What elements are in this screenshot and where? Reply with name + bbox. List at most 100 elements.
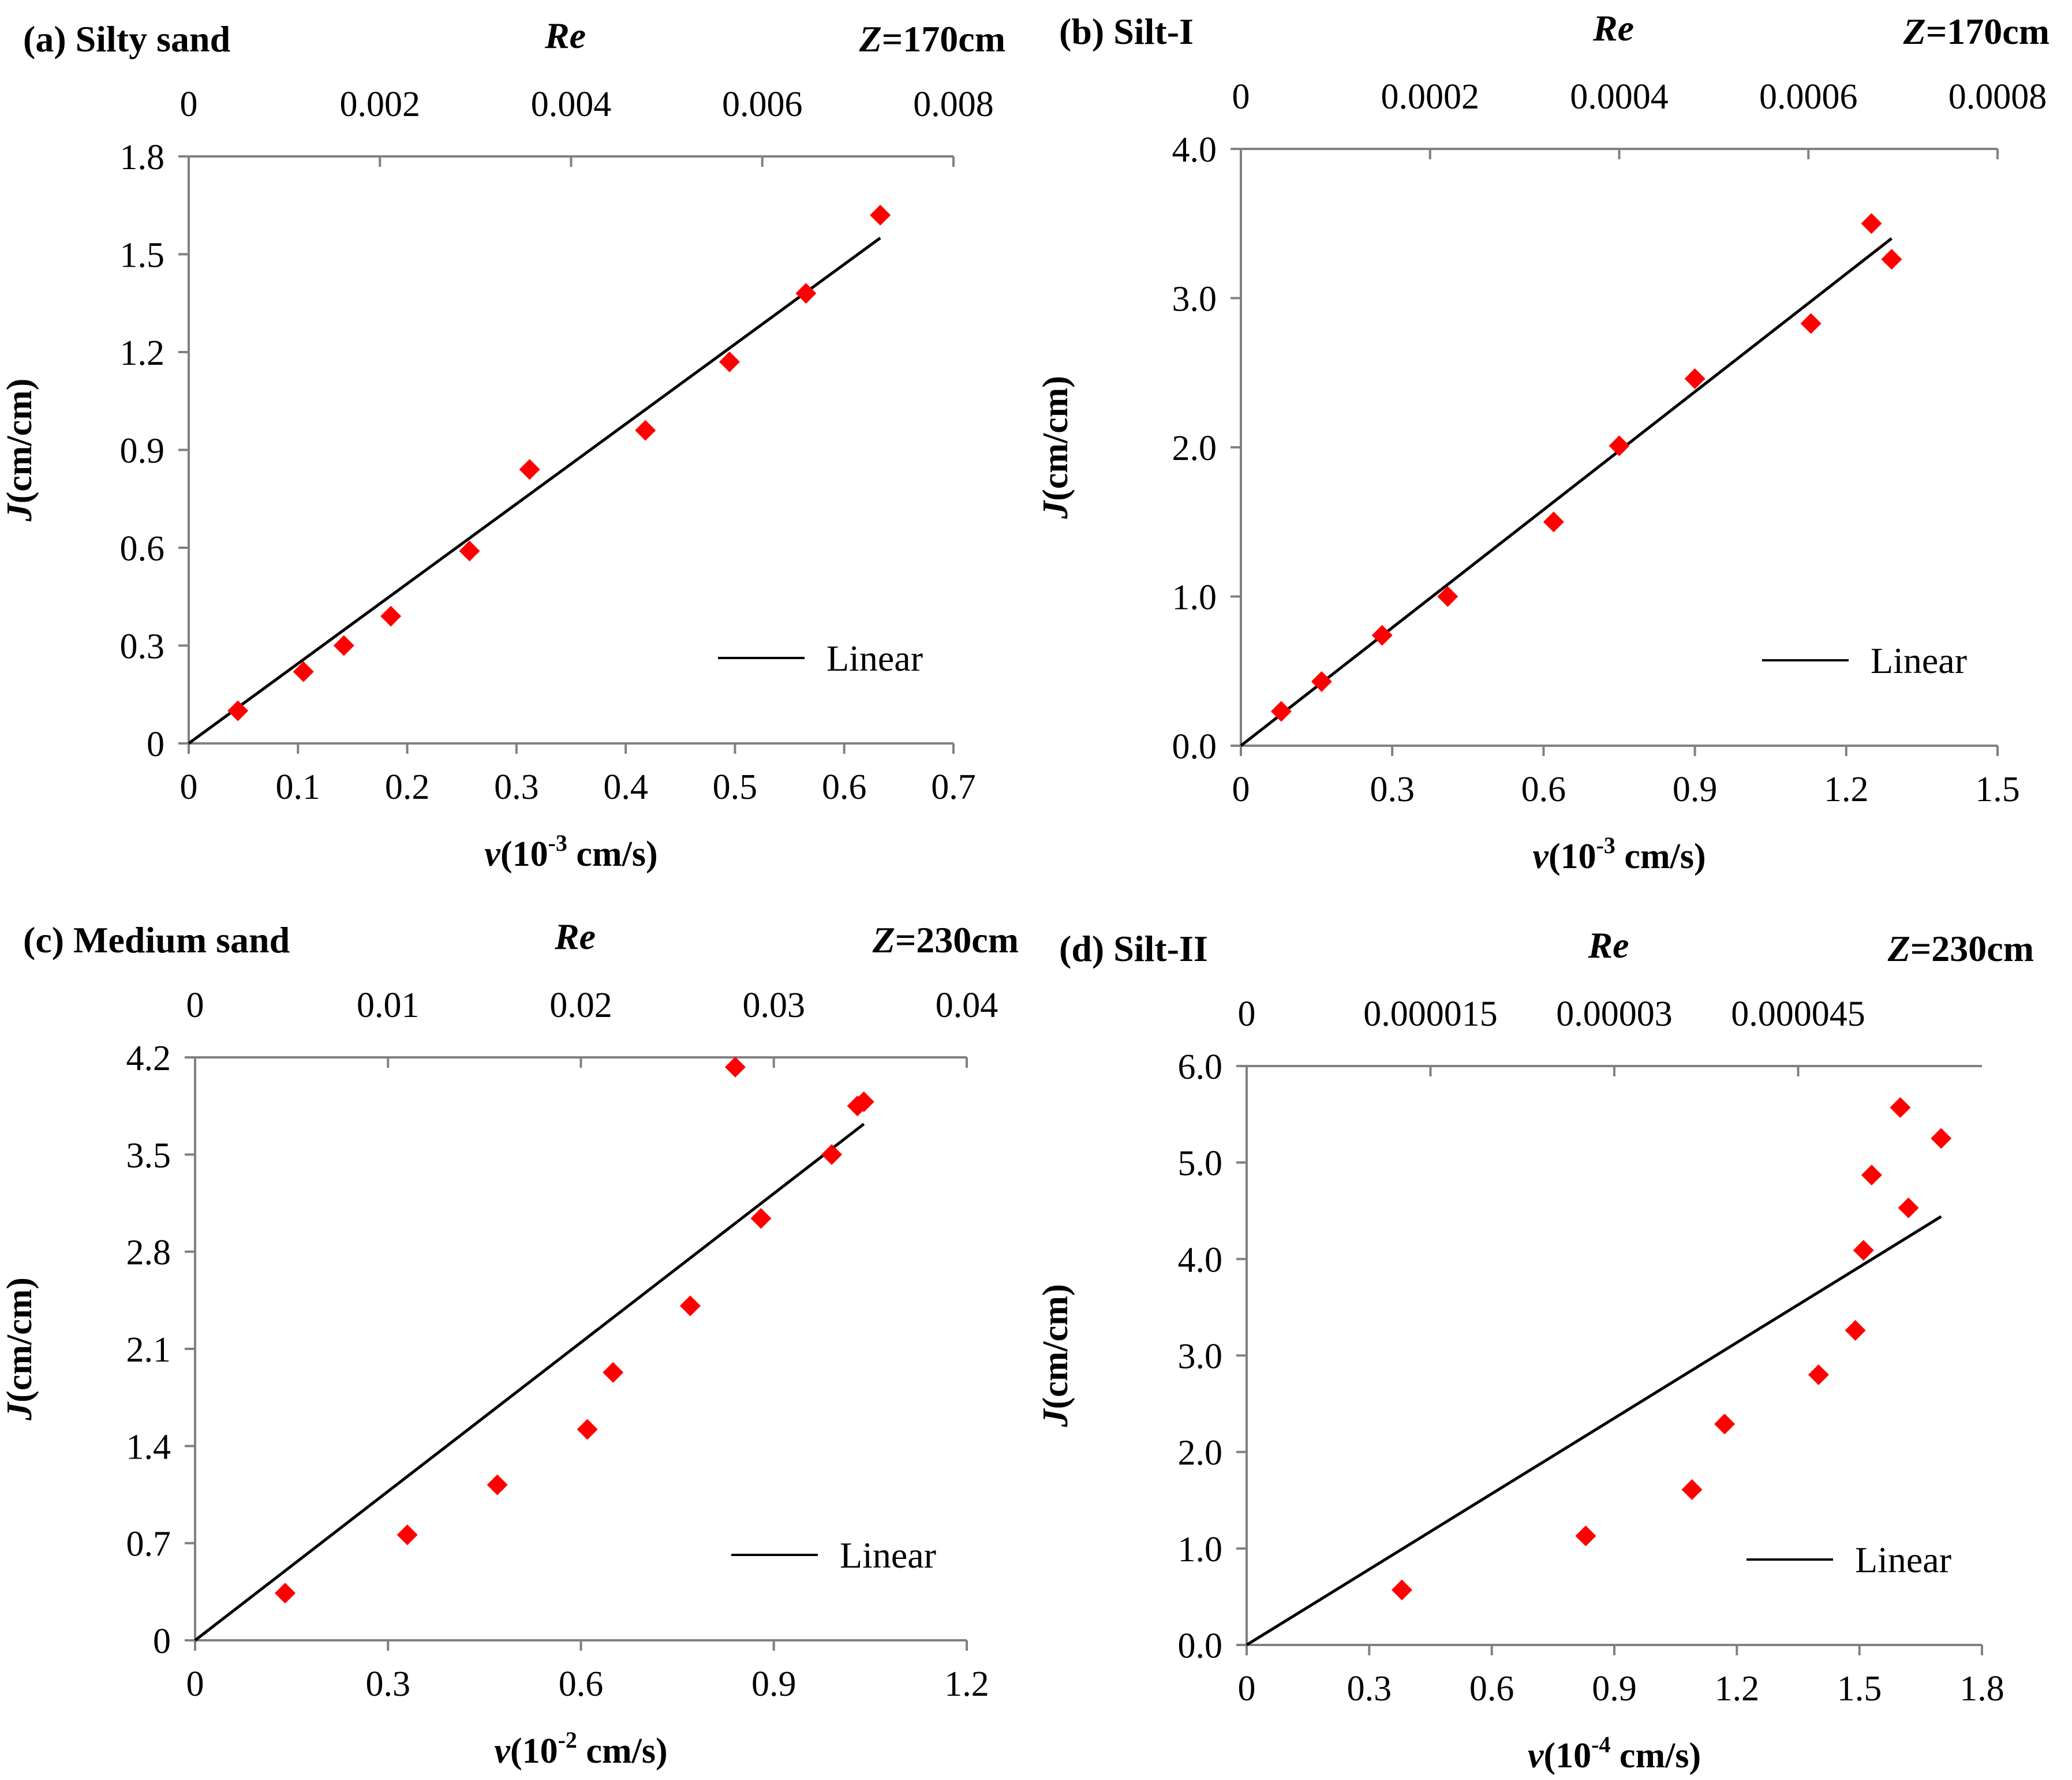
chart-silt-i: 0 0.3 0.6 0.9 1.2 1.5 0.0 1.0 2.0 3.0 4.0 0 0.0002 0.… xyxy=(1036,8,2049,876)
data-point xyxy=(1808,1364,1829,1385)
data-point xyxy=(635,420,656,441)
x-tick-label: 0.1 xyxy=(276,768,321,807)
x-label-unit: cm/s) xyxy=(567,835,658,874)
legend-label: Linear xyxy=(1871,640,1967,681)
y-tick-label: 2.1 xyxy=(126,1330,171,1370)
x-tick-label: 0.6 xyxy=(1469,1669,1514,1708)
x-tick-label: 0.5 xyxy=(713,768,758,807)
y-tick-label: 1.0 xyxy=(1172,578,1217,618)
top-tick-label: 0.01 xyxy=(357,986,420,1025)
y-tick-label: 3.0 xyxy=(1172,280,1217,319)
top-tick-label: 0 xyxy=(1232,77,1250,117)
data-point xyxy=(293,661,314,682)
y-tick-label: 0.7 xyxy=(126,1525,171,1564)
data-point xyxy=(1890,1097,1911,1118)
data-point xyxy=(1609,435,1630,457)
x-tick-label: 0.7 xyxy=(931,768,976,807)
data-point xyxy=(847,1095,868,1117)
y-tick-label: 6.0 xyxy=(1178,1048,1223,1087)
data-point xyxy=(487,1474,508,1495)
data-point xyxy=(1931,1128,1952,1149)
data-point xyxy=(1684,368,1706,390)
panel-label: (b) Silt-I xyxy=(1059,11,1194,52)
x-axis-label: v(10-4 cm/s) xyxy=(1528,1732,1701,1775)
depth-value: =230cm xyxy=(1910,928,2034,969)
depth-label: Z=230cm xyxy=(872,919,1019,960)
y-tick-label: 5.0 xyxy=(1178,1144,1223,1183)
data-point xyxy=(1714,1413,1736,1435)
x-label-rest: (10 xyxy=(500,835,548,874)
x-label-rest: (10 xyxy=(1543,1736,1591,1775)
data-point xyxy=(1898,1197,1919,1218)
y-axis-label: J(cm/cm) xyxy=(1036,1284,1075,1428)
x-tick-label: 0.4 xyxy=(603,768,648,807)
top-tick-label: 0.000045 xyxy=(1731,994,1865,1034)
x-axis-label: v(10-3 cm/s) xyxy=(1532,832,1706,876)
data-point xyxy=(724,1056,746,1078)
top-axis-title: Re xyxy=(554,916,596,957)
chart-medium-sand: 0 0.3 0.6 0.9 1.2 0 0.7 1.4 2.1 2.8 3.5 4.2 0 0.01 0.0… xyxy=(0,916,1019,1771)
top-tick-label: 0 xyxy=(1238,994,1256,1034)
x-label-unit: cm/s) xyxy=(577,1732,668,1771)
y-label-var: J xyxy=(0,1401,39,1421)
x-label-var: v xyxy=(484,835,501,874)
data-point xyxy=(1853,1240,1874,1261)
x-label-unit: cm/s) xyxy=(1615,837,1706,876)
x-tick-label: 1.2 xyxy=(1715,1669,1760,1708)
data-point xyxy=(333,635,354,656)
x-label-rest: (10 xyxy=(510,1732,558,1771)
x-label-var: v xyxy=(1528,1736,1544,1775)
data-point xyxy=(1311,671,1332,692)
data-point xyxy=(274,1583,296,1604)
y-tick-label: 1.0 xyxy=(1178,1530,1223,1569)
y-label-var: J xyxy=(1036,500,1075,519)
x-label-exponent: -3 xyxy=(1596,832,1615,858)
x-tick-label: 0.6 xyxy=(559,1665,604,1704)
data-point xyxy=(719,351,740,372)
legend-label: Linear xyxy=(826,638,923,679)
depth-var: Z xyxy=(1903,11,1926,52)
x-tick-label: 1.2 xyxy=(944,1665,989,1704)
x-tick-label: 0.6 xyxy=(1521,770,1566,809)
x-axis-label: v(10-3 cm/s) xyxy=(484,830,657,874)
data-point xyxy=(1861,1164,1882,1186)
data-point xyxy=(519,459,540,480)
x-tick-label: 0.9 xyxy=(1592,1669,1637,1708)
top-tick-label: 0.04 xyxy=(936,986,998,1025)
data-point xyxy=(1437,586,1458,607)
depth-label: Z=170cm xyxy=(1903,11,2049,52)
top-tick-label: 0.008 xyxy=(913,85,994,124)
y-tick-label: 1.5 xyxy=(120,236,165,275)
depth-var: Z xyxy=(872,919,895,960)
top-tick-label: 0 xyxy=(180,85,198,124)
chart-silt-ii: 0 0.3 0.6 0.9 1.2 1.5 1.8 0.0 1.0 2.0 3.0 4.0 5.0 6.0… xyxy=(1036,925,2034,1775)
data-point xyxy=(459,540,480,562)
top-tick-label: 0.0004 xyxy=(1570,77,1669,117)
depth-var: Z xyxy=(1887,928,1910,969)
legend-label: Linear xyxy=(1855,1539,1951,1580)
y-tick-label: 1.8 xyxy=(120,138,165,177)
x-tick-label: 0.6 xyxy=(822,768,867,807)
y-tick-label: 4.0 xyxy=(1178,1240,1223,1280)
y-axis-label: J(cm/cm) xyxy=(0,1277,39,1421)
x-label-exponent: -2 xyxy=(558,1727,577,1753)
data-point xyxy=(227,700,249,721)
linear-fit-line xyxy=(188,237,881,745)
depth-var: Z xyxy=(859,18,882,59)
linear-fit-line xyxy=(194,1123,865,1641)
panel-label: (a) Silty sand xyxy=(23,18,230,59)
x-tick-label: 0.3 xyxy=(366,1665,411,1704)
data-point xyxy=(750,1207,772,1229)
x-tick-label: 0.9 xyxy=(1673,770,1718,809)
data-point xyxy=(397,1524,418,1546)
x-axis-label: v(10-2 cm/s) xyxy=(494,1727,667,1771)
x-tick-label: 0.9 xyxy=(751,1665,796,1704)
top-axis-title: Re xyxy=(544,15,586,56)
top-tick-label: 0 xyxy=(186,986,204,1025)
top-tick-label: 0.004 xyxy=(531,85,612,124)
y-label-rest: (cm/cm) xyxy=(0,379,39,504)
x-tick-label: 0.2 xyxy=(385,768,430,807)
y-label-var: J xyxy=(0,502,39,522)
x-label-unit: cm/s) xyxy=(1610,1736,1701,1775)
data-point xyxy=(1845,1320,1866,1341)
